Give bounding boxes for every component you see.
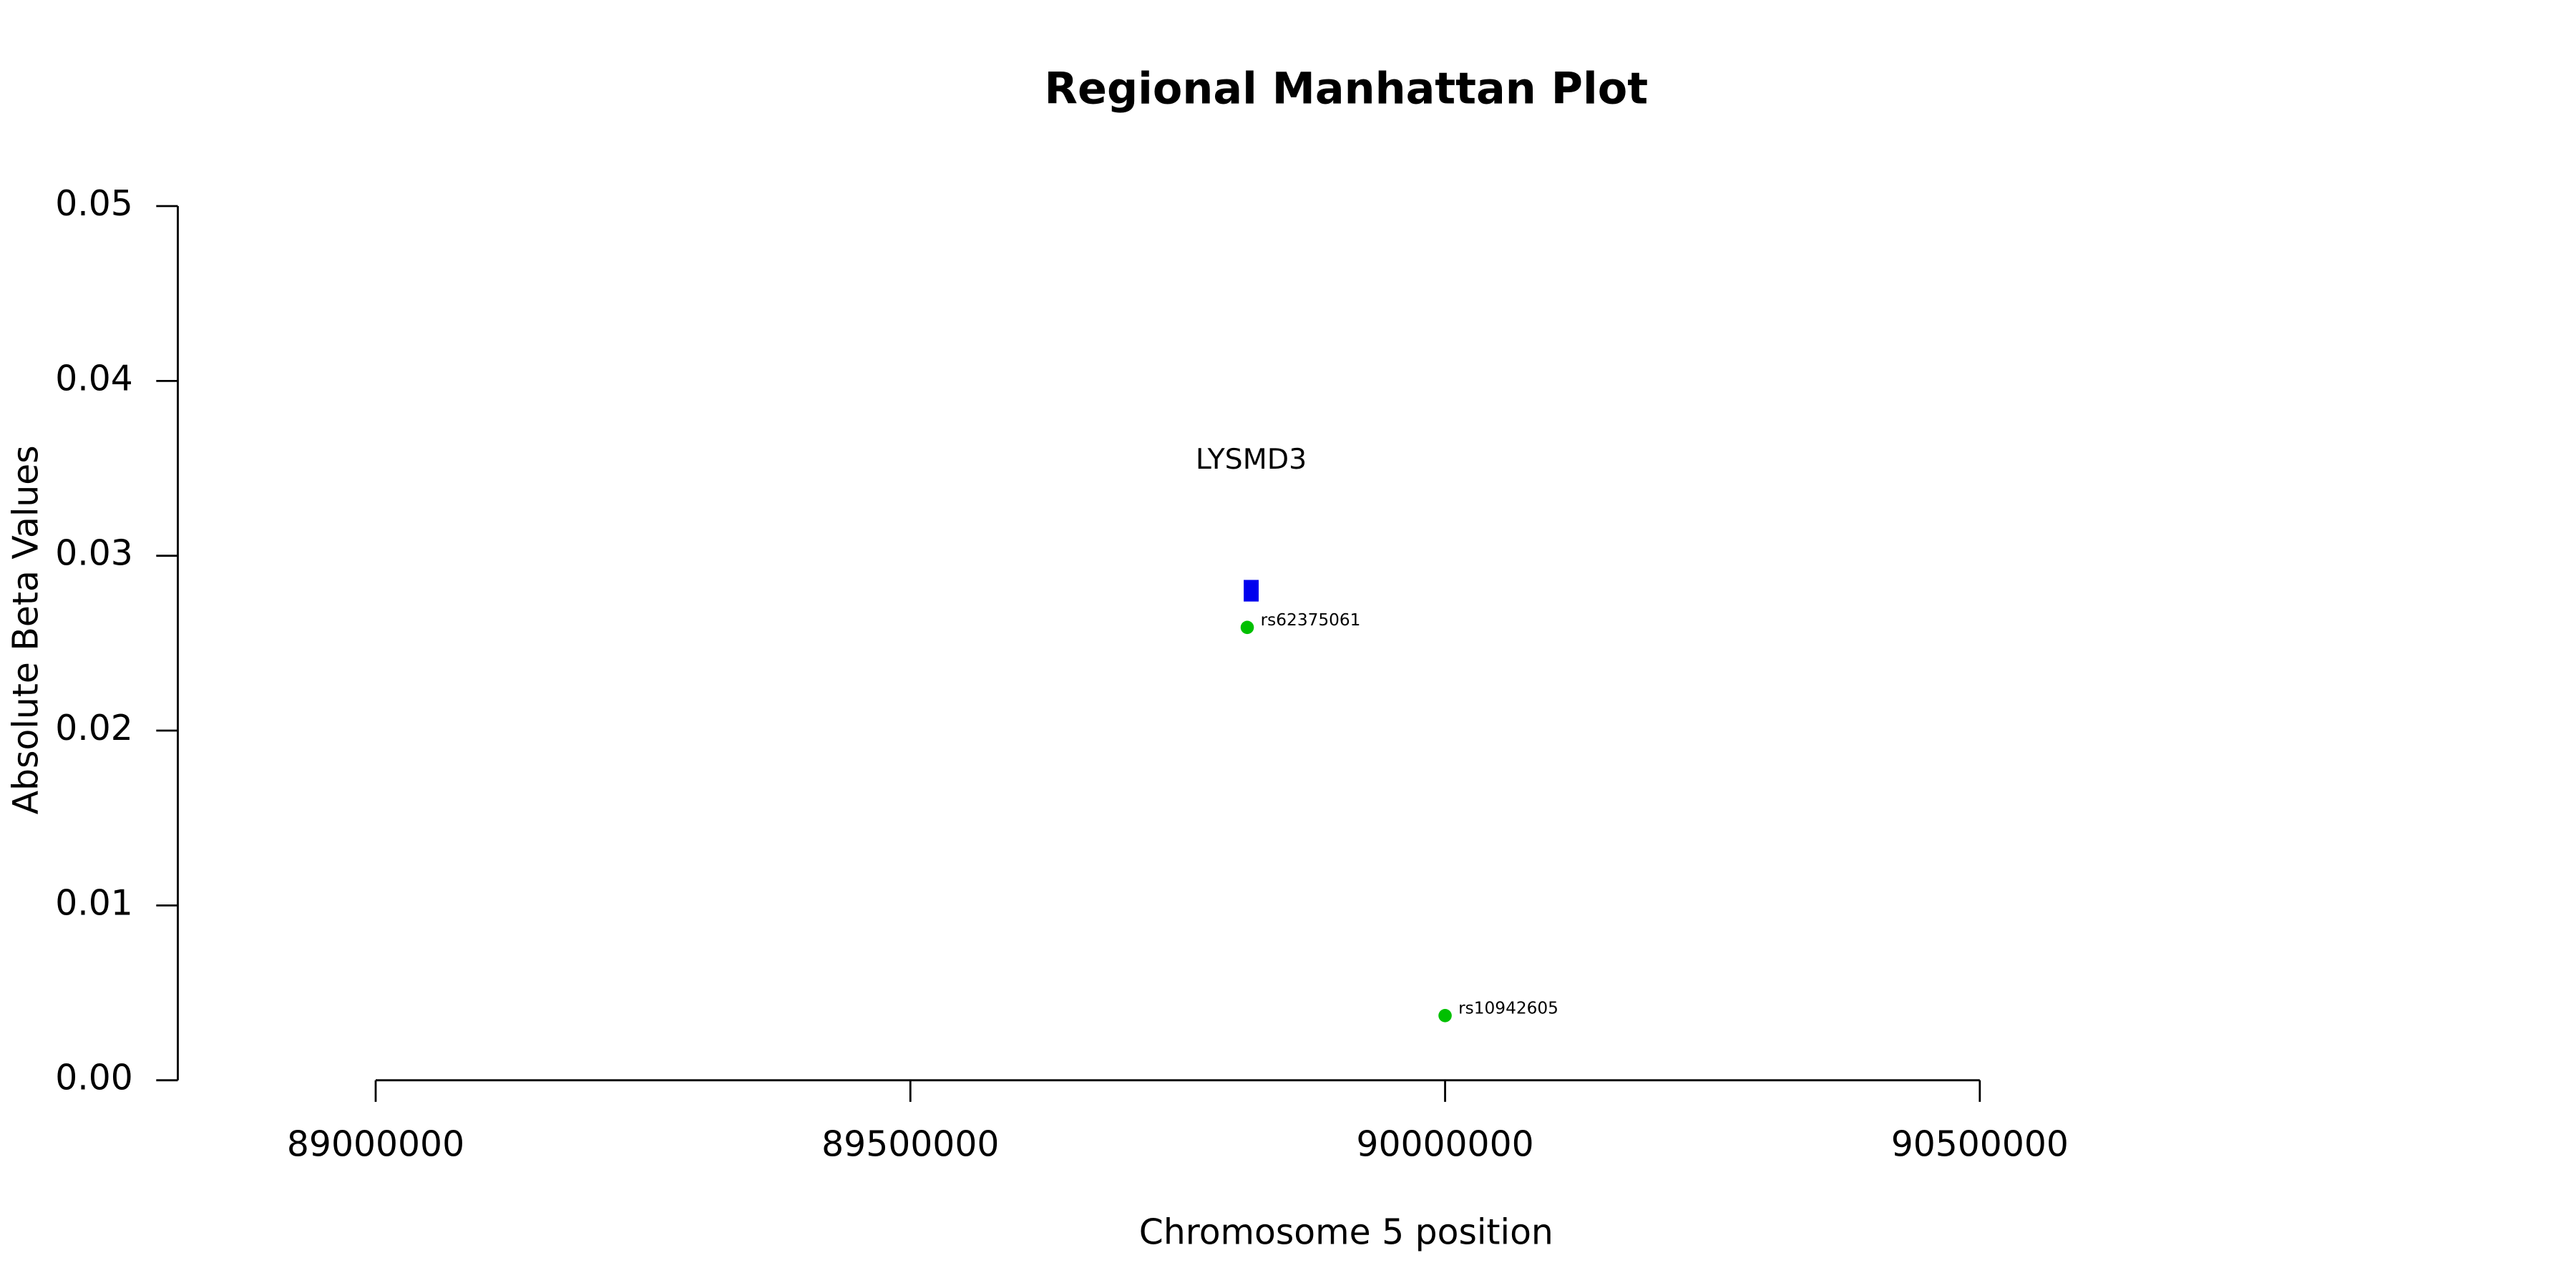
- y-tick-label: 0.04: [55, 358, 133, 399]
- y-tick-label: 0.01: [55, 882, 133, 923]
- x-tick-label: 90000000: [1356, 1124, 1533, 1165]
- snp-point: [1438, 1008, 1452, 1023]
- x-axis-label: Chromosome 5 position: [1139, 1212, 1553, 1253]
- snp-label: rs62375061: [1261, 610, 1361, 630]
- y-tick-label: 0.03: [55, 533, 133, 574]
- y-tick-label: 0.02: [55, 708, 133, 748]
- chart-title: Regional Manhattan Plot: [1045, 64, 1649, 114]
- snp-point: [1240, 620, 1254, 635]
- x-tick-label: 89000000: [287, 1124, 464, 1165]
- gene-box: [1244, 580, 1259, 602]
- gene-label: LYSMD3: [1196, 443, 1307, 476]
- x-tick-label: 90500000: [1891, 1124, 2069, 1165]
- y-axis-label: Absolute Beta Values: [5, 445, 46, 814]
- y-tick-label: 0.00: [55, 1058, 133, 1098]
- x-tick-label: 89500000: [821, 1124, 999, 1165]
- y-tick-label: 0.05: [55, 183, 133, 224]
- snp-label: rs10942605: [1458, 998, 1558, 1018]
